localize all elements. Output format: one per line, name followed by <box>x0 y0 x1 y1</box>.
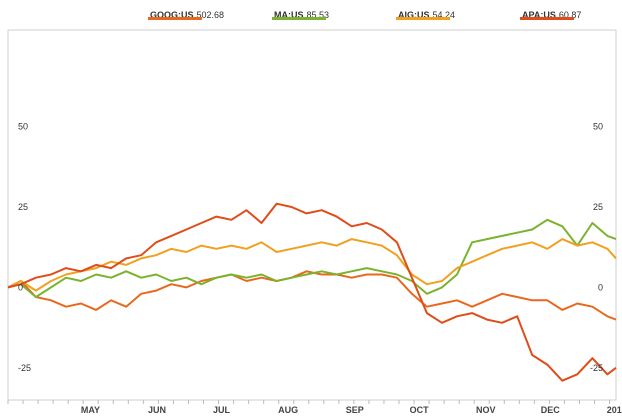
legend-item-apa[interactable]: APA:US 60.87 <box>520 5 582 27</box>
chart-axes <box>7 29 617 404</box>
legend-item-goog[interactable]: GOOG:US 502.68 <box>148 5 225 27</box>
x-tick-label: DEC <box>541 405 561 415</box>
plot-area <box>7 29 617 401</box>
y-tick-label-right: -25 <box>590 363 603 373</box>
series-line-ma[interactable] <box>7 218 617 298</box>
legend-swatch <box>396 17 450 20</box>
y-axis-labels: 50 50 25 25 0 0 -25 -25 <box>18 122 603 373</box>
y-tick-label-right: 50 <box>593 122 603 132</box>
x-tick-label: SEP <box>346 405 364 415</box>
x-tick-label: AUG <box>278 405 298 415</box>
x-tick-label: JUN <box>148 405 166 415</box>
legend-ticker: MA:US <box>274 10 304 20</box>
series-line-apa[interactable] <box>7 202 617 382</box>
legend-swatch <box>272 17 326 20</box>
legend-value: 54.24 <box>432 10 456 20</box>
legend-item-aig[interactable]: AIG:US 54.24 <box>396 5 456 27</box>
x-tick-label: NOV <box>476 405 496 415</box>
x-tick-label: 2015 <box>607 405 622 415</box>
legend-value: 85.53 <box>306 10 330 20</box>
legend-value: 502.68 <box>196 10 225 20</box>
y-tick-label-left: 25 <box>18 202 28 212</box>
x-tick-label: MAY <box>81 405 100 415</box>
y-tick-label-left: 0 <box>18 282 23 292</box>
legend-swatch <box>520 17 574 20</box>
y-tick-label-left: -25 <box>18 363 31 373</box>
series-line-aig[interactable] <box>7 238 617 292</box>
legend-ticker: AIG:US <box>398 10 430 20</box>
chart-series <box>7 202 617 382</box>
x-tick-label: JUL <box>213 405 231 415</box>
y-tick-label-right: 0 <box>598 282 603 292</box>
chart-legend: GOOG:US 502.68 MA:US 85.53 AIG:US 54.24 APA… <box>0 0 622 30</box>
legend-item-ma[interactable]: MA:US 85.53 <box>272 5 330 27</box>
legend-value: 60.87 <box>558 10 582 20</box>
legend-swatch <box>148 17 202 20</box>
legend-ticker: GOOG:US <box>150 10 194 20</box>
x-tick-label: OCT <box>410 405 430 415</box>
y-tick-label-right: 25 <box>593 202 603 212</box>
y-tick-label-left: 50 <box>18 122 28 132</box>
legend-ticker: APA:US <box>522 10 556 20</box>
x-axis-labels: MAY JUN JUL AUG SEP OCT NOV DEC 2015 <box>81 405 622 415</box>
